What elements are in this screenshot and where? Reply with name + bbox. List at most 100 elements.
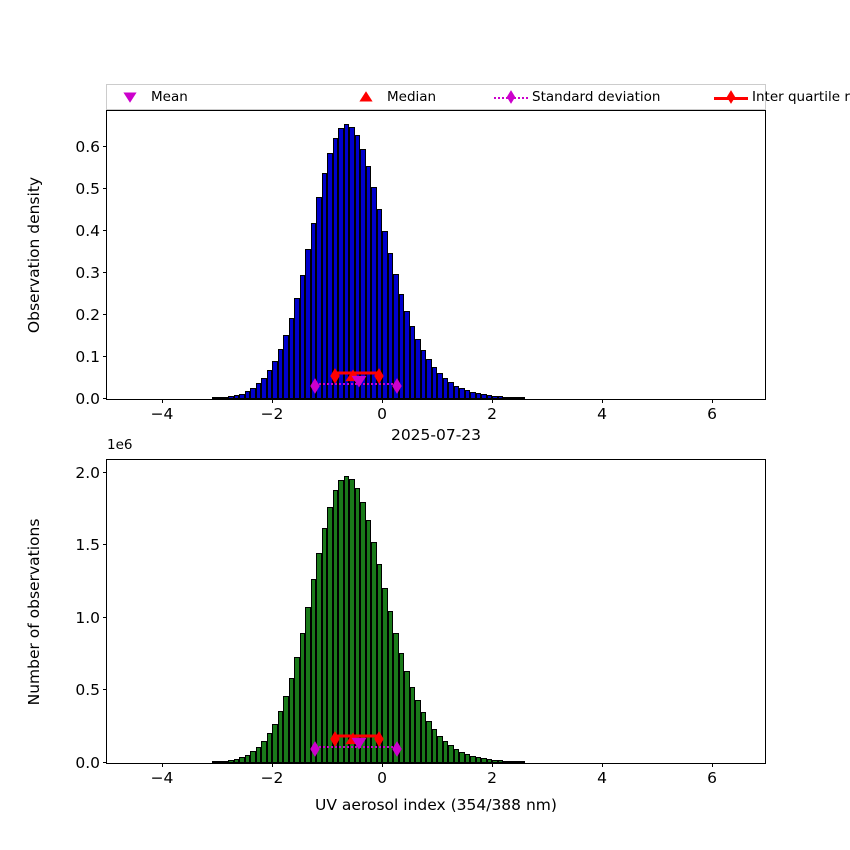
histogram-bar (393, 274, 399, 399)
y-tick-label: 1.0 (75, 608, 100, 627)
histogram-bar (332, 490, 338, 763)
histogram-bar (371, 186, 377, 399)
histogram-bar (321, 527, 327, 763)
histogram-bar (431, 729, 437, 763)
x-tick (492, 399, 493, 403)
histogram-bar (503, 760, 509, 763)
histogram-bar (470, 391, 476, 399)
y-tick (103, 313, 107, 315)
histogram-bar (327, 153, 333, 399)
histogram-bar (244, 391, 250, 399)
histogram-bar (453, 748, 459, 763)
histogram-bar (316, 197, 322, 399)
y-tick-label: 1.5 (75, 536, 100, 555)
histogram-bar (519, 761, 525, 763)
histogram-bar (492, 759, 498, 763)
histogram-bar (481, 758, 487, 763)
histogram-bar (486, 395, 492, 399)
histogram-bar (283, 335, 289, 399)
histogram-bar (233, 395, 239, 399)
x-tick-label: 0 (377, 405, 387, 423)
x-tick-label: −2 (260, 405, 284, 423)
histogram-bar (343, 124, 349, 399)
histogram-bar (365, 520, 371, 763)
legend-label-0: Mean (151, 89, 188, 105)
histogram-bar (376, 208, 382, 399)
histogram-bar (448, 382, 454, 399)
y-tick-label: 0.5 (75, 179, 100, 198)
y-tick (103, 271, 107, 273)
x-tick-label: 4 (597, 405, 607, 423)
histogram-bar (305, 606, 311, 763)
inter-quartile-range-line (334, 371, 379, 375)
x-tick (382, 399, 383, 403)
x-tick-label: −4 (150, 405, 174, 423)
std-deviation-high-marker (389, 377, 406, 394)
legend-marker-diamond-icon (504, 90, 519, 105)
histogram-bar (299, 274, 305, 399)
histogram-bar (464, 753, 470, 763)
std-deviation-line (314, 382, 398, 385)
histogram-bar (508, 761, 514, 763)
histogram-bar (459, 388, 465, 399)
histogram-bar (222, 397, 228, 399)
histogram-bar (481, 394, 487, 399)
histogram-bar (437, 372, 443, 399)
y-tick (103, 398, 107, 399)
histogram-bar (244, 754, 250, 763)
histogram-bar (360, 501, 366, 763)
histogram-bar (398, 652, 404, 763)
legend-handle-2 (492, 88, 530, 106)
histogram-bar (255, 746, 261, 763)
legend-label-2: Standard deviation (532, 89, 661, 105)
histogram-bar (409, 325, 415, 399)
histogram-bar (255, 383, 261, 399)
histogram-bar (475, 393, 481, 399)
histogram-bar (338, 127, 344, 399)
histogram-bar (343, 476, 349, 763)
histogram-bar (332, 137, 338, 399)
y-tick-label: 0.0 (75, 754, 100, 772)
histogram-bar (426, 359, 432, 399)
histogram-bar (486, 759, 492, 763)
quartile-3-marker (370, 731, 387, 748)
x-tick-label: 6 (707, 769, 717, 787)
x-tick (602, 399, 603, 403)
histogram-bar (272, 723, 278, 763)
histogram-bar (266, 733, 272, 763)
quartile-1-marker (326, 731, 343, 748)
y-tick-label: 0.6 (75, 137, 100, 156)
quartile-3-marker (370, 367, 387, 384)
histogram-bar (294, 657, 300, 763)
histogram-bar (305, 249, 311, 399)
histogram-bar (360, 148, 366, 399)
std-deviation-low-marker (306, 741, 323, 758)
histogram-bar (492, 396, 498, 399)
histogram-bar (272, 361, 278, 399)
histogram-bar (459, 751, 465, 763)
histogram-bar (398, 293, 404, 399)
histogram-bar (371, 541, 377, 763)
histogram-bar (387, 253, 393, 399)
histogram-bar (261, 741, 267, 763)
mean-marker (350, 372, 367, 389)
histogram-bar (448, 745, 454, 763)
y-tick (103, 471, 107, 473)
y-tick (103, 689, 107, 691)
x-tick-label: 2 (487, 769, 497, 787)
plot-axes-1: −4 −2 0 2 4 6 0.0 0.1 0.2 0.3 0.4 0.5 0.6 (75, 110, 766, 423)
histogram-bar (266, 370, 272, 399)
histogram-bar (497, 396, 503, 399)
histogram-bar (354, 135, 360, 399)
x-tick (162, 399, 163, 403)
histogram-bar (233, 759, 239, 763)
plot-axes-2: −4 −2 0 2 4 6 0.0 0.5 1.0 1.5 2.0 (75, 459, 766, 787)
histogram-bar (475, 756, 481, 763)
x-tick-label: 2 (487, 405, 497, 423)
y-tick (103, 187, 107, 189)
y-tick (103, 145, 107, 147)
histogram-bar (228, 760, 234, 763)
x-tick (712, 763, 713, 767)
histogram-bar (349, 478, 355, 763)
